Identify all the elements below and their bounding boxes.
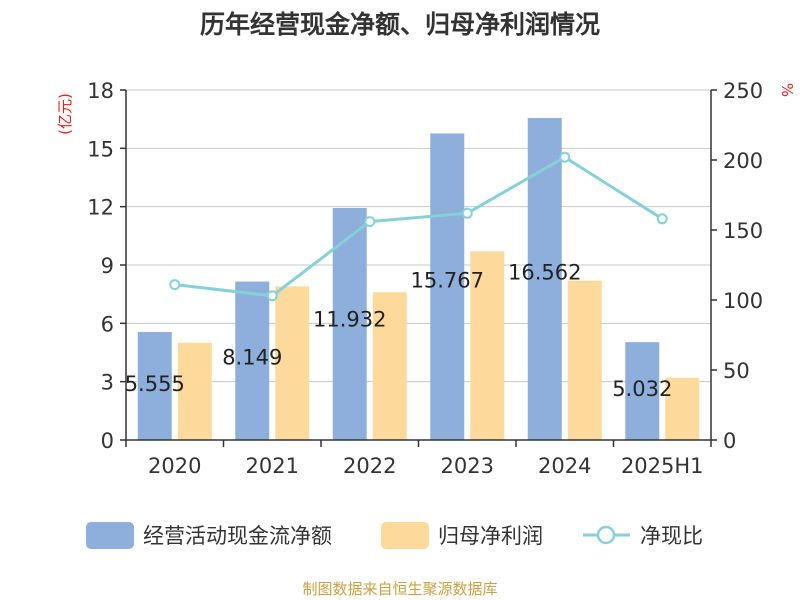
right-tick-label: 0 xyxy=(723,429,736,453)
legend-swatch-profit xyxy=(381,522,429,549)
right-tick-label: 200 xyxy=(723,149,763,173)
bars xyxy=(137,117,700,441)
cashflow-value-label: 5.555 xyxy=(125,372,185,396)
legend-marker-ratio xyxy=(596,525,616,545)
right-tick-label: 50 xyxy=(723,359,750,383)
right-tick-label: 150 xyxy=(723,219,763,243)
x-tick-label: 2021 xyxy=(246,454,299,478)
ratio-line-path xyxy=(174,155,664,298)
x-tick-label: 2024 xyxy=(538,454,591,478)
x-tick-label: 2022 xyxy=(343,454,396,478)
cashflow-bar xyxy=(625,342,660,440)
left-tick-label: 15 xyxy=(87,137,114,161)
axes: 0 3 6 9 12 15 18 0 50 100 150 200 250 2020 2021 2022 202… xyxy=(56,79,796,478)
left-tick-label: 6 xyxy=(101,312,114,336)
cashflow-bar xyxy=(235,281,270,440)
profit-bar xyxy=(665,377,700,440)
right-tick-label: 100 xyxy=(723,289,763,313)
x-tick-label: 2020 xyxy=(148,454,201,478)
cashflow-bar xyxy=(527,117,562,440)
legend-label-profit: 归母净利润 xyxy=(438,524,543,548)
legend-label-cashflow: 经营活动现金流净额 xyxy=(143,524,332,548)
cashflow-bar xyxy=(430,133,465,441)
left-axis-label: (亿元) xyxy=(56,93,74,135)
left-tick-label: 18 xyxy=(87,79,114,103)
profit-bar xyxy=(470,251,505,440)
grid-lines xyxy=(126,89,711,383)
ratio-point xyxy=(461,207,473,219)
left-tick-label: 0 xyxy=(101,429,114,453)
legend-label-ratio: 净现比 xyxy=(640,524,703,548)
chart-title: 历年经营现金净额、归母净利润情况 xyxy=(200,10,600,39)
ratio-point xyxy=(169,279,181,291)
profit-bar xyxy=(567,280,602,440)
ratio-point xyxy=(656,213,668,225)
profit-bar xyxy=(177,342,212,440)
left-tick-label: 3 xyxy=(101,371,114,395)
cashflow-value-label: 11.932 xyxy=(313,307,386,331)
ratio-point xyxy=(266,290,278,302)
legend-swatch-cashflow xyxy=(86,522,134,549)
x-tick-label: 2025H1 xyxy=(621,454,704,478)
cashflow-value-label: 5.032 xyxy=(612,377,672,401)
right-axis-label: % xyxy=(778,83,796,97)
left-tick-label: 9 xyxy=(101,254,114,278)
profit-bar xyxy=(275,286,310,440)
ratio-point xyxy=(559,151,571,163)
cashflow-value-label: 8.149 xyxy=(222,346,282,370)
data-labels: 5.555 8.149 11.932 15.767 16.562 5.032 xyxy=(125,261,673,402)
ratio-point xyxy=(364,216,376,228)
ratio-line xyxy=(169,151,668,302)
cashflow-bar xyxy=(137,331,172,440)
right-tick-label: 250 xyxy=(723,79,763,103)
profit-bar xyxy=(372,292,407,440)
cashflow-value-label: 16.562 xyxy=(508,261,581,285)
x-tick-label: 2023 xyxy=(441,454,494,478)
source-note: 制图数据来自恒生聚源数据库 xyxy=(302,580,497,598)
cashflow-value-label: 15.767 xyxy=(411,269,484,293)
legend: 经营活动现金流净额 归母净利润 净现比 xyxy=(86,522,703,549)
left-tick-label: 12 xyxy=(87,196,114,220)
